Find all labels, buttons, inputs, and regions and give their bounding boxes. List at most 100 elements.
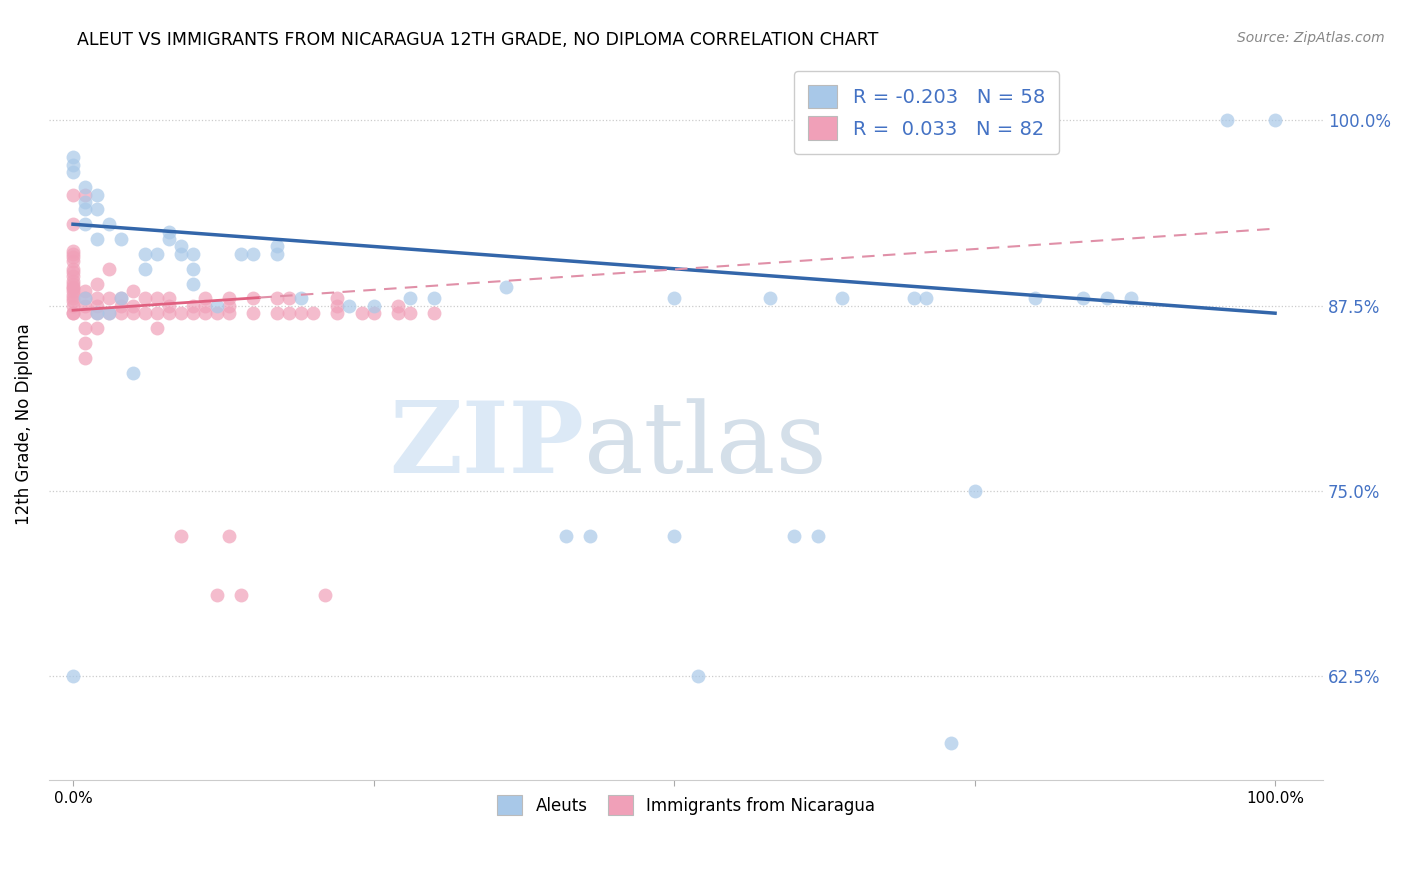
Point [363,306,385,320]
Point [62,288,84,302]
Point [387,306,409,320]
Point [62,247,84,261]
Point [181,277,204,291]
Point [170,528,193,542]
Point [73,351,96,365]
Point [181,299,204,313]
Point [242,306,264,320]
Point [231,588,253,602]
Point [314,588,336,602]
Point [62,284,84,298]
Point [73,284,96,298]
Point [86,187,108,202]
Point [278,291,301,305]
Point [62,294,84,309]
Point [1095,291,1118,305]
Point [110,291,132,305]
Point [62,250,84,264]
Point [207,306,229,320]
Point [110,291,132,305]
Point [86,306,108,320]
Point [86,202,108,217]
Point [1264,113,1286,128]
Point [266,239,288,253]
Point [915,291,938,305]
Point [157,299,180,313]
Point [218,299,240,313]
Point [231,247,253,261]
Point [398,306,420,320]
Point [350,306,373,320]
Point [939,736,962,750]
Point [122,299,145,313]
Point [86,321,108,335]
Point [146,321,169,335]
Text: ALEUT VS IMMIGRANTS FROM NICARAGUA 12TH GRADE, NO DIPLOMA CORRELATION CHART: ALEUT VS IMMIGRANTS FROM NICARAGUA 12TH … [77,31,879,49]
Point [554,528,576,542]
Point [207,588,229,602]
Point [686,669,709,683]
Point [157,291,180,305]
Point [73,335,96,350]
Point [194,306,217,320]
Point [62,254,84,268]
Point [134,261,156,276]
Point [62,306,84,320]
Point [422,291,444,305]
Text: atlas: atlas [583,398,827,493]
Point [662,528,685,542]
Point [266,291,288,305]
Point [73,202,96,217]
Point [73,180,96,194]
Point [170,247,193,261]
Point [326,291,349,305]
Point [98,291,121,305]
Point [62,158,84,172]
Point [831,291,853,305]
Point [73,217,96,231]
Point [73,299,96,313]
Point [62,269,84,284]
Point [110,306,132,320]
Point [122,366,145,380]
Point [662,291,685,305]
Point [266,247,288,261]
Point [62,165,84,179]
Point [62,299,84,313]
Point [181,306,204,320]
Point [290,291,312,305]
Point [783,528,806,542]
Point [759,291,782,305]
Point [146,247,169,261]
Point [807,528,830,542]
Point [134,247,156,261]
Point [73,194,96,209]
Point [422,306,444,320]
Point [903,291,925,305]
Point [86,277,108,291]
Point [122,284,145,298]
Point [86,232,108,246]
Point [62,187,84,202]
Point [579,528,602,542]
Point [98,306,121,320]
Text: ZIP: ZIP [389,397,583,494]
Point [134,291,156,305]
Point [363,299,385,313]
Point [1119,291,1142,305]
Point [157,225,180,239]
Point [1024,291,1046,305]
Point [73,187,96,202]
Point [62,274,84,288]
Point [73,291,96,305]
Point [73,321,96,335]
Point [98,261,121,276]
Legend: Aleuts, Immigrants from Nicaragua: Aleuts, Immigrants from Nicaragua [488,785,884,825]
Point [62,277,84,291]
Point [110,232,132,246]
Point [62,291,84,305]
Point [194,299,217,313]
Point [398,291,420,305]
Point [278,306,301,320]
Point [157,232,180,246]
